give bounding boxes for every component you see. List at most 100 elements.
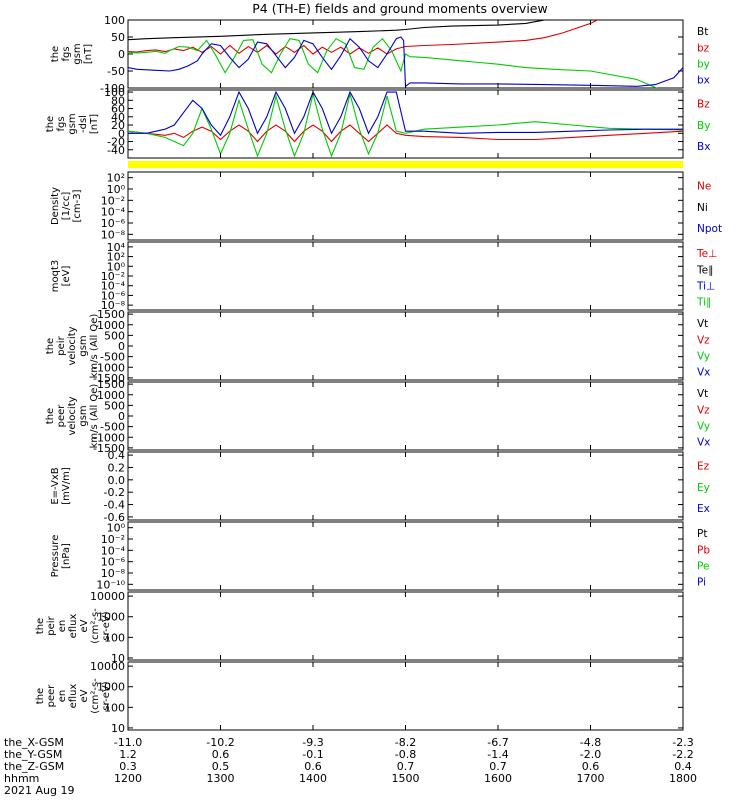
y-axis-label: the (45, 116, 56, 132)
x-row-label: the_Y-GSM (4, 748, 62, 761)
y-tick-label: 10⁻² (101, 194, 125, 207)
series-line-Bt (128, 20, 548, 41)
panel-fgs_gsm: 100 50 0 -50 -100 the fgs gsm [nT] Bt bz by bx (50, 14, 710, 95)
y-axis-label: peer (46, 684, 57, 708)
panel-peir_eflux: 10000 1000 100 10 the peir en eflux eV (cm²-s-sr-… (35, 590, 684, 665)
series-line-bz (128, 20, 599, 55)
y-axis-label: [nT] (89, 114, 100, 134)
y-tick-label: 1500 (97, 308, 125, 321)
y-axis-label: km/s (All Qe) (89, 384, 100, 449)
legend-entry: Vy (697, 350, 710, 362)
y-axis-label: gsm (67, 113, 78, 134)
x-tick-label: -2.3 (672, 736, 693, 749)
panel-frame (127, 451, 684, 521)
legend-entry: By (697, 120, 710, 132)
x-tick-label: 1600 (484, 772, 512, 785)
panel-frame (127, 241, 684, 311)
y-tick-label: 100 (104, 701, 125, 714)
panel-frame (127, 661, 684, 731)
y-tick-label: -1000 (93, 361, 125, 374)
legend-entry: Ey (697, 482, 710, 494)
y-tick-label: 10² (107, 172, 125, 185)
panel-peer_eflux: 10000 1000 100 10 the peer en eflux eV (cm²-s-sr-… (35, 660, 684, 735)
x-tick-label: -6.7 (487, 736, 508, 749)
y-tick-label: 1000 (97, 389, 125, 402)
x-tick-label: 1400 (299, 772, 327, 785)
y-tick-label: 100 (104, 631, 125, 644)
y-axis-label: fgs (56, 116, 67, 131)
y-tick-label: 10 (111, 652, 125, 665)
y-tick-label: 40 (111, 111, 125, 124)
y-tick-label: 100 (104, 14, 125, 27)
y-axis-label: -dsl (78, 115, 89, 133)
y-tick-label: -0.6 (104, 511, 125, 524)
y-tick-label: 10⁰ (107, 183, 126, 196)
y-tick-label: 1000 (97, 681, 125, 694)
x-tick-label: -8.2 (395, 736, 416, 749)
legend-entry: Ti⊥ (696, 280, 715, 292)
y-axis-label: eflux (68, 684, 79, 709)
legend-entry: Ni (697, 202, 708, 214)
y-tick-label: -20 (107, 136, 125, 149)
y-tick-label: 10⁻² (101, 533, 125, 546)
y-axis-label: fgs (61, 46, 72, 61)
y-axis-label: Pressure (50, 535, 61, 578)
y-tick-label: 10⁻⁴ (101, 544, 126, 557)
y-axis-label: the (35, 688, 46, 704)
y-axis-label: [cm-3] (72, 189, 83, 222)
y-tick-label: 1000 (97, 319, 125, 332)
panel-frame (127, 171, 684, 241)
legend-entry: Vt (697, 318, 708, 330)
y-axis-label: sr-eV) (101, 611, 112, 640)
y-tick-label: -0.2 (104, 486, 125, 499)
legend-entry: Ex (697, 503, 710, 515)
y-axis-label: the (45, 338, 56, 354)
legend-entry: Vx (697, 437, 710, 449)
y-axis-label: sr-eV) (101, 681, 112, 710)
x-tick-label: 1300 (207, 772, 235, 785)
legend-entry: Vy (697, 420, 710, 432)
y-axis-label: moqt3 (50, 260, 61, 293)
y-tick-label: 60 (111, 103, 125, 116)
x-tick-label: 0.6 (582, 760, 600, 773)
y-tick-label: -500 (100, 421, 125, 434)
y-tick-label: -50 (107, 65, 125, 78)
x-tick-label: -0.8 (395, 748, 416, 761)
y-axis-label: E=-VxB (50, 467, 61, 504)
y-tick-label: -500 (100, 351, 125, 364)
x-tick-label: 1800 (669, 772, 697, 785)
y-tick-label: 10 (111, 722, 125, 735)
x-tick-label: 1200 (114, 772, 142, 785)
y-tick-label: 10000 (90, 660, 125, 673)
y-axis-label: [1/cc] (61, 192, 72, 221)
legend-entry: Vt (697, 388, 708, 400)
x-tick-label: -4.8 (580, 736, 601, 749)
legend-entry: Vz (697, 404, 710, 416)
y-axis-label: Density (50, 187, 61, 225)
legend-entry: Ez (697, 461, 710, 473)
y-tick-label: 0 (118, 410, 125, 423)
legend-entry: Ti∥ (696, 297, 711, 309)
legend-entry: bx (697, 75, 710, 87)
x-tick-label: 0.7 (397, 760, 415, 773)
panel-frame (127, 521, 684, 591)
y-axis-label: the (35, 618, 46, 634)
y-axis-label: (cm²-s- (90, 608, 101, 644)
y-tick-label: 10⁻¹⁰ (96, 578, 125, 591)
y-tick-label: 10⁻⁸ (101, 228, 126, 241)
y-tick-label: 20 (111, 119, 125, 132)
y-tick-label: 80 (111, 94, 125, 107)
y-tick-label: 10⁰ (107, 260, 126, 273)
x-tick-label: -2.2 (672, 748, 693, 761)
x-tick-label: -2.0 (580, 748, 601, 761)
y-tick-label: 10² (107, 251, 125, 264)
y-axis-label: en (57, 620, 68, 633)
x-tick-label: 1500 (392, 772, 420, 785)
